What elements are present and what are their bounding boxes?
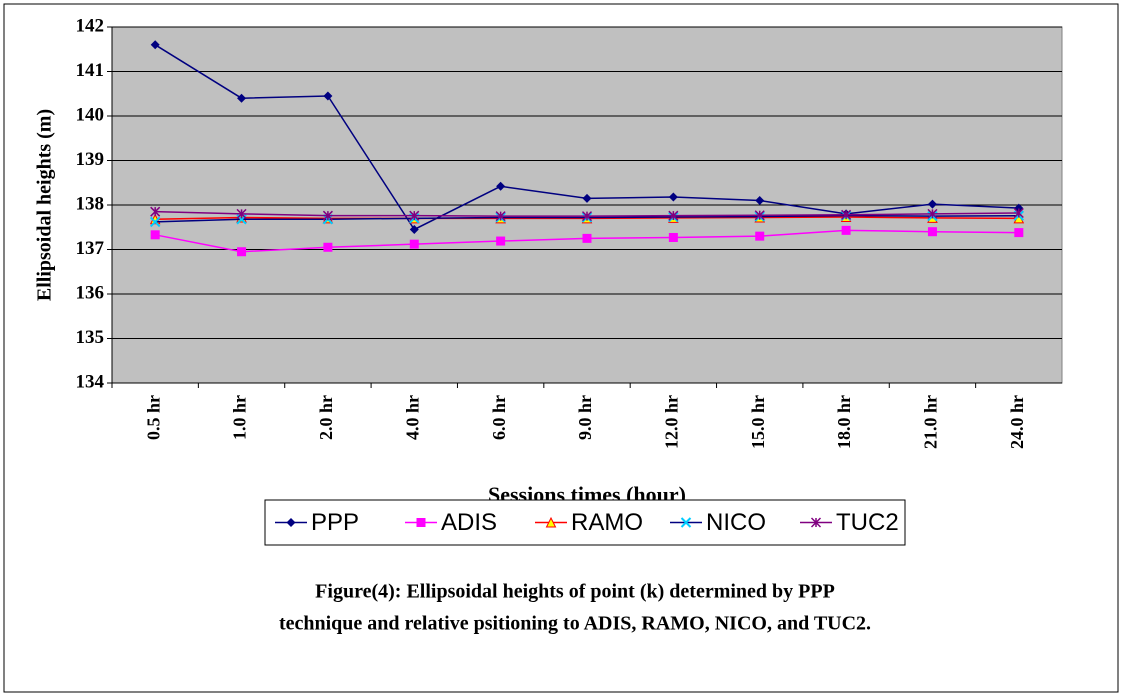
x-tick-label: 15.0 hr [748,395,768,449]
y-tick-label: 136 [76,282,105,303]
x-tick-label: 21.0 hr [921,395,941,449]
marker [927,227,937,237]
x-tick-label: 24.0 hr [1007,395,1027,449]
marker [495,211,506,222]
marker [150,40,160,50]
caption-line: technique and relative psitioning to ADI… [279,613,871,635]
marker [322,210,333,221]
marker [841,209,852,220]
x-tick-label: 18.0 hr [834,395,854,449]
x-tick-label: 2.0 hr [316,395,336,440]
marker [927,208,938,219]
marker [755,231,765,241]
marker [810,517,822,528]
y-tick-label: 141 [76,60,105,81]
y-tick-label: 142 [76,15,105,36]
marker [149,216,161,228]
marker [668,210,679,221]
marker [1014,228,1024,238]
y-tick-label: 137 [76,238,105,259]
marker [581,211,593,222]
x-tick-label: 9.0 hr [575,395,595,440]
x-tick-label: 6.0 hr [489,395,509,440]
x-tick-label: 4.0 hr [402,395,422,440]
y-tick-label: 140 [76,104,105,125]
y-tick-label: 139 [76,149,105,170]
y-tick-label: 134 [76,371,105,392]
marker [754,210,765,221]
marker [237,247,247,257]
marker [668,192,678,202]
marker [416,518,426,527]
marker [323,242,333,252]
x-tick-label: 1.0 hr [230,395,250,440]
legend-label: ADIS [441,509,497,536]
y-tick-label: 138 [76,193,105,214]
marker [582,233,592,243]
x-tick-label: 12.0 hr [661,395,681,449]
y-tick-label: 135 [76,327,105,348]
legend-label: PPP [311,509,359,536]
marker [150,206,161,217]
marker [755,196,765,206]
marker [496,181,506,191]
marker [545,516,557,528]
marker [286,518,296,527]
marker [668,232,678,242]
y-axis-title: Ellipsoidal heights (m) [34,109,56,301]
legend-label: RAMO [571,509,643,536]
legend [264,499,906,546]
marker [582,193,592,203]
marker [680,517,692,528]
legend-label: TUC2 [836,509,899,536]
marker [236,208,247,219]
x-tick-label: 0.5 hr [143,395,163,440]
caption-line: Figure(4): Ellipsoidal heights of point … [315,581,835,603]
marker [841,225,851,235]
marker [323,91,333,101]
marker [409,239,419,249]
marker [496,236,506,246]
marker [927,199,937,209]
marker [237,93,247,103]
legend-label: NICO [706,509,766,536]
marker [409,210,420,221]
marker [409,224,419,234]
marker [1013,207,1024,219]
marker [150,230,160,240]
